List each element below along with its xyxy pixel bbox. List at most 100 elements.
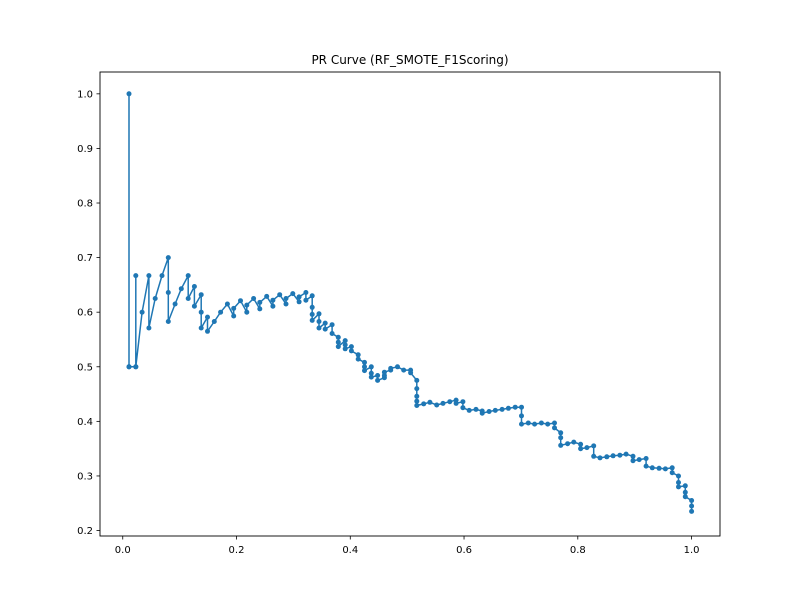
data-point <box>558 430 564 436</box>
data-point <box>604 454 610 460</box>
data-point <box>329 331 335 336</box>
data-point <box>322 320 328 326</box>
data-point <box>198 292 204 298</box>
data-point <box>362 364 367 370</box>
x-tick-label: 1.0 <box>684 545 700 556</box>
data-point <box>191 303 197 309</box>
data-point <box>499 406 505 412</box>
data-point <box>198 309 204 315</box>
data-point <box>165 255 171 261</box>
data-point <box>185 273 191 279</box>
data-point <box>348 344 354 350</box>
data-point <box>251 296 257 301</box>
data-point <box>414 393 420 399</box>
data-point <box>492 407 498 413</box>
data-point <box>146 273 152 279</box>
data-point <box>375 377 381 383</box>
data-point <box>460 399 466 405</box>
data-point <box>296 299 302 305</box>
data-point <box>552 420 557 426</box>
data-point <box>473 406 479 412</box>
data-point <box>427 399 433 405</box>
data-point <box>388 365 394 371</box>
data-point <box>525 420 531 426</box>
data-point <box>205 328 210 334</box>
x-axis: 0.0 0.2 0.4 0.6 0.8 1.0 <box>115 536 700 556</box>
data-point <box>322 326 328 332</box>
data-point <box>519 404 524 410</box>
data-point <box>512 404 518 410</box>
data-point <box>283 301 289 307</box>
data-point <box>375 373 381 378</box>
data-point <box>172 301 178 307</box>
data-point <box>630 458 636 464</box>
y-tick-label: 0.4 <box>77 417 93 428</box>
data-point <box>545 421 551 427</box>
data-point <box>362 359 367 365</box>
data-point <box>408 370 414 376</box>
data-point <box>348 348 354 354</box>
x-tick-label: 0.0 <box>115 545 131 556</box>
data-point <box>538 420 544 426</box>
x-tick-label: 0.8 <box>570 545 586 556</box>
data-point <box>643 456 649 461</box>
data-point <box>191 284 197 289</box>
data-point <box>486 409 492 414</box>
plot-frame <box>99 71 721 537</box>
chart-title: PR Curve (RF_SMOTE_F1Scoring) <box>311 53 508 67</box>
data-point <box>689 498 695 503</box>
data-point <box>519 421 524 427</box>
data-point <box>303 297 309 303</box>
data-point <box>165 290 171 295</box>
data-point <box>676 480 681 485</box>
data-point <box>231 305 237 311</box>
data-point <box>257 306 263 312</box>
y-tick-label: 0.8 <box>77 199 93 210</box>
data-point <box>414 377 420 383</box>
data-point <box>682 489 688 495</box>
data-point <box>309 311 315 317</box>
data-point <box>682 494 688 500</box>
data-point <box>689 508 695 514</box>
data-point <box>296 294 302 300</box>
data-point <box>224 301 230 307</box>
x-tick-label: 0.6 <box>456 545 472 556</box>
data-point <box>578 441 584 447</box>
data-point <box>309 293 315 299</box>
data-point <box>617 452 623 458</box>
data-point <box>578 446 584 452</box>
data-point <box>126 364 132 370</box>
data-point <box>532 421 538 427</box>
y-tick-label: 0.6 <box>77 308 93 319</box>
data-point <box>643 463 649 469</box>
data-point <box>591 453 597 459</box>
y-tick-label: 0.5 <box>77 362 93 373</box>
data-point <box>178 286 184 292</box>
x-tick-label: 0.2 <box>229 545 245 556</box>
data-point <box>479 410 485 416</box>
data-point <box>669 465 675 471</box>
plot-area <box>100 72 720 536</box>
data-point <box>244 302 250 308</box>
data-point <box>584 445 590 451</box>
data-point <box>453 400 459 406</box>
y-tick-label: 0.7 <box>77 253 93 264</box>
y-tick-label: 1.0 <box>77 89 93 100</box>
data-point <box>558 442 564 448</box>
data-point <box>257 299 263 305</box>
data-point <box>381 369 387 375</box>
data-point <box>597 455 603 461</box>
data-point <box>165 319 171 324</box>
data-point <box>421 401 427 407</box>
data-point <box>395 364 400 370</box>
data-point <box>277 292 283 298</box>
data-point <box>355 356 361 362</box>
y-tick-label: 0.2 <box>77 526 93 537</box>
data-point <box>290 291 296 297</box>
data-point <box>558 435 564 441</box>
data-point <box>466 407 472 413</box>
data-point <box>565 441 571 447</box>
y-tick-label: 0.3 <box>77 471 93 482</box>
data-point <box>133 273 139 279</box>
